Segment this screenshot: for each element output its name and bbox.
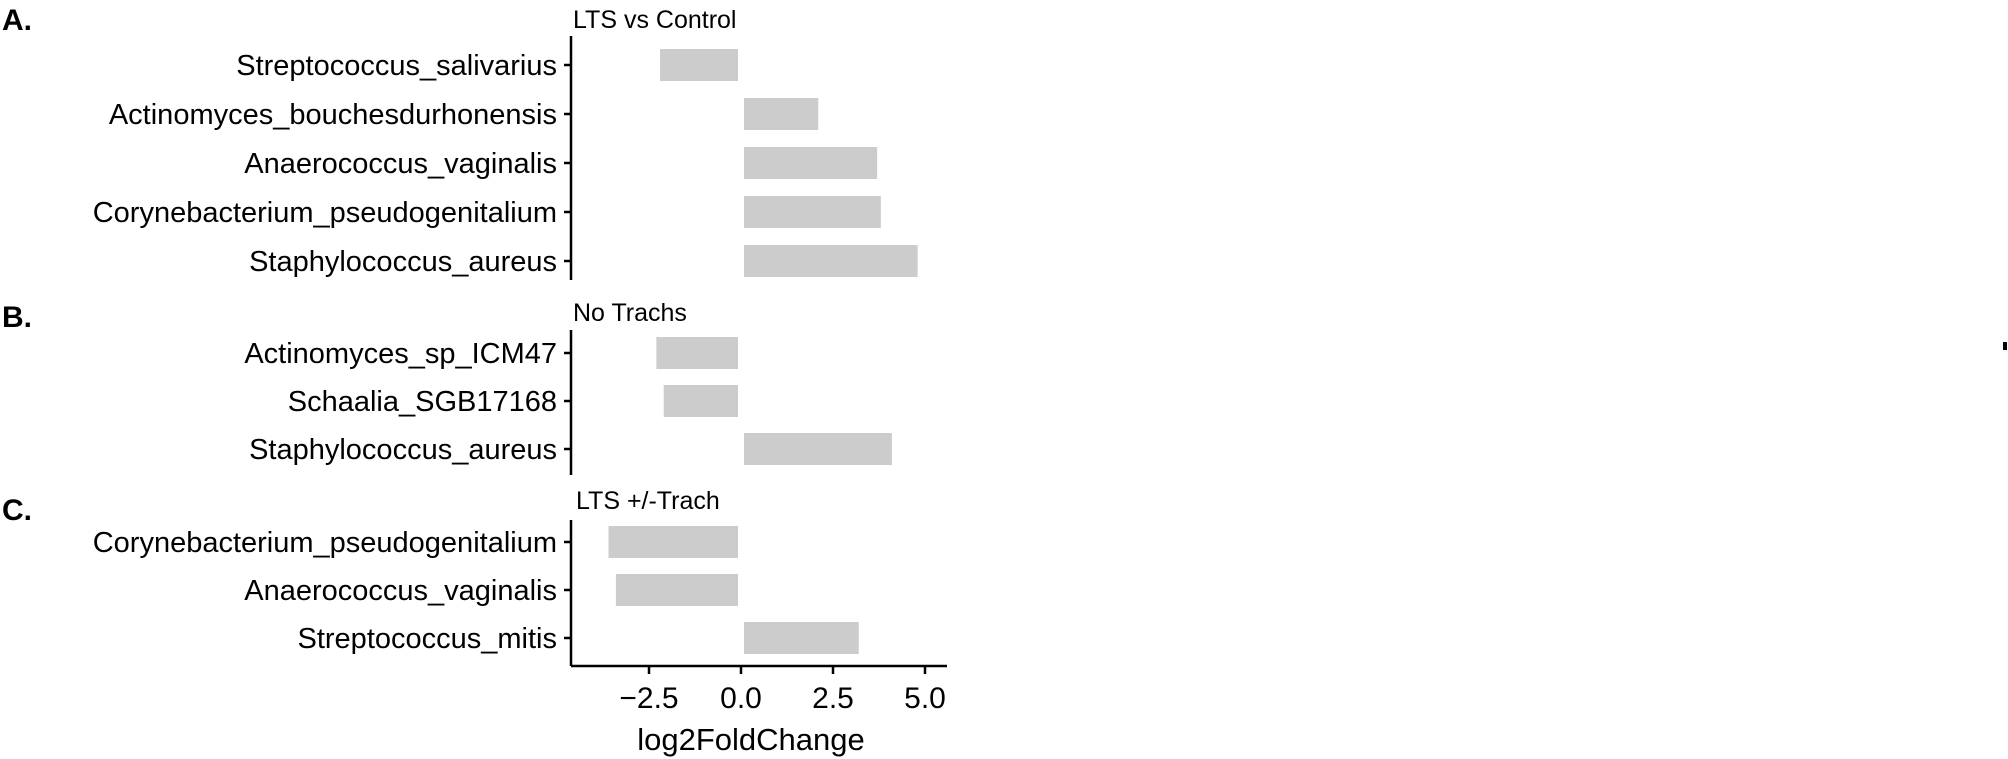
panel-letter: C. xyxy=(2,494,32,527)
bar xyxy=(744,196,881,228)
panel-title: LTS vs Control xyxy=(573,6,736,34)
category-label: Streptococcus_salivarius xyxy=(236,50,557,82)
x-tick-label: 0.0 xyxy=(720,682,762,715)
category-label: Anaerococcus_vaginalis xyxy=(244,148,557,180)
x-axis: −2.5 0.0 2.5 5.0 log2FoldChange xyxy=(571,664,947,757)
bar xyxy=(744,245,918,277)
panel-a: A. LTS vs Control Streptococcus_salivarius… xyxy=(2,4,918,280)
x-tick-label: 5.0 xyxy=(904,682,946,715)
bar xyxy=(744,433,892,465)
x-axis-title: log2FoldChange xyxy=(637,722,865,757)
category-label: Schaalia_SGB17168 xyxy=(288,386,557,418)
bar xyxy=(660,49,738,81)
bar xyxy=(744,147,878,179)
panel-b: B. No Trachs Actinomyces_sp_ICM47 Schaalia_… xyxy=(2,299,892,475)
panel-title: LTS +/-Trach xyxy=(576,487,720,515)
panels: A. LTS vs Control Streptococcus_salivarius… xyxy=(2,4,918,666)
category-label: Anaerococcus_vaginalis xyxy=(244,575,557,607)
category-label: Staphylococcus_aureus xyxy=(249,246,557,278)
panel-letter: B. xyxy=(2,301,32,334)
x-tick-label: 2.5 xyxy=(812,682,854,715)
bar xyxy=(744,622,859,654)
bar xyxy=(656,337,738,369)
category-label: Streptococcus_mitis xyxy=(298,623,558,655)
bar xyxy=(615,574,738,606)
panel-letter: A. xyxy=(2,4,32,37)
x-tick-label: −2.5 xyxy=(619,682,678,715)
bar xyxy=(608,526,738,558)
panel-c: C. LTS +/-Trach Corynebacterium_pseudogeni… xyxy=(2,487,859,666)
category-label: Actinomyces_sp_ICM47 xyxy=(244,338,557,370)
category-label: Staphylococcus_aureus xyxy=(249,434,557,466)
category-label: Corynebacterium_pseudogenitalium xyxy=(93,197,557,229)
panel-title: No Trachs xyxy=(573,299,687,327)
category-label: Corynebacterium_pseudogenitalium xyxy=(93,527,557,559)
bar xyxy=(744,98,819,130)
bar xyxy=(663,385,738,417)
edge-mark xyxy=(2003,342,2007,350)
category-label: Actinomyces_bouchesdurhonensis xyxy=(109,99,557,131)
